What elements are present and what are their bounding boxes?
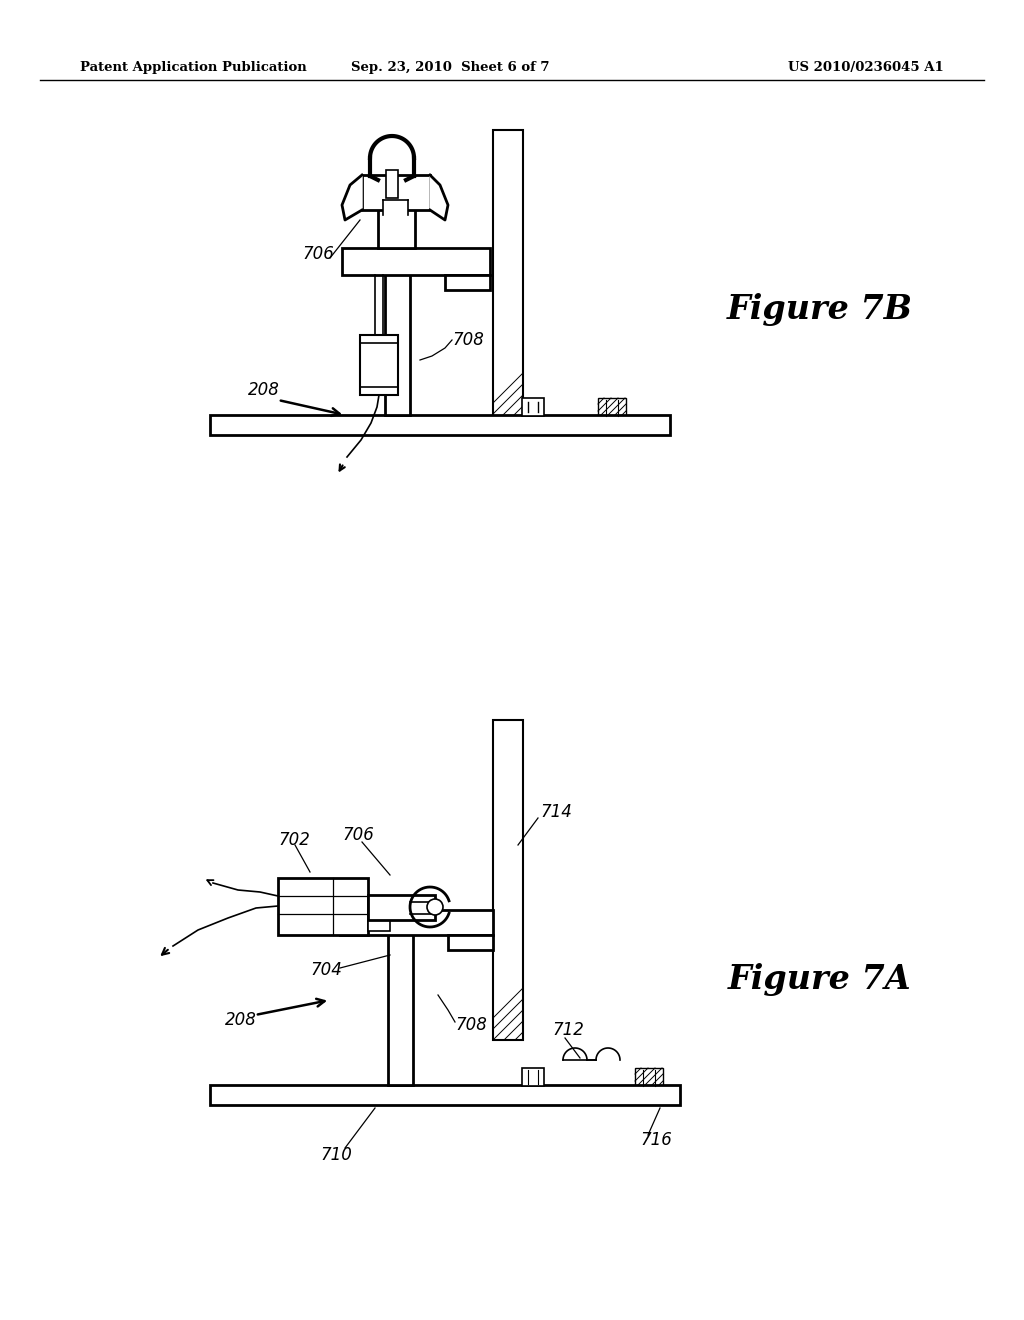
Bar — [368, 911, 390, 931]
Bar — [522, 1068, 544, 1086]
Text: 714: 714 — [540, 803, 571, 821]
Text: 712: 712 — [552, 1020, 584, 1039]
Bar — [210, 414, 670, 436]
Bar — [522, 399, 544, 416]
Circle shape — [427, 899, 443, 915]
Bar — [445, 275, 490, 290]
Bar — [360, 335, 398, 395]
Polygon shape — [430, 176, 449, 220]
Bar — [493, 719, 523, 1040]
Bar — [342, 248, 490, 275]
Text: 716: 716 — [640, 1131, 672, 1148]
Text: 208: 208 — [248, 381, 280, 399]
Text: 708: 708 — [455, 1016, 486, 1034]
Polygon shape — [342, 176, 362, 220]
Text: US 2010/0236045 A1: US 2010/0236045 A1 — [788, 62, 944, 74]
Bar — [362, 176, 430, 210]
Bar — [388, 931, 413, 1085]
Bar — [278, 878, 368, 935]
Bar — [340, 909, 493, 935]
Bar — [383, 201, 408, 215]
Bar — [493, 129, 523, 425]
Text: Patent Application Publication: Patent Application Publication — [80, 62, 307, 74]
Text: 710: 710 — [319, 1146, 352, 1164]
Bar — [635, 1068, 663, 1088]
Bar — [598, 399, 626, 418]
Bar — [386, 170, 398, 198]
Text: 208: 208 — [225, 1011, 257, 1030]
Text: Sep. 23, 2010  Sheet 6 of 7: Sep. 23, 2010 Sheet 6 of 7 — [351, 62, 549, 74]
Text: Figure 7B: Figure 7B — [727, 293, 913, 326]
Text: 706: 706 — [302, 246, 334, 263]
Text: 702: 702 — [278, 832, 310, 849]
Bar — [385, 248, 410, 414]
Text: 706: 706 — [342, 826, 374, 843]
Bar — [449, 935, 493, 950]
Text: Figure 7A: Figure 7A — [728, 964, 911, 997]
Text: 708: 708 — [452, 331, 484, 348]
Bar — [378, 201, 415, 248]
Bar — [368, 895, 435, 920]
Text: 704: 704 — [310, 961, 342, 979]
Bar — [210, 1085, 680, 1105]
